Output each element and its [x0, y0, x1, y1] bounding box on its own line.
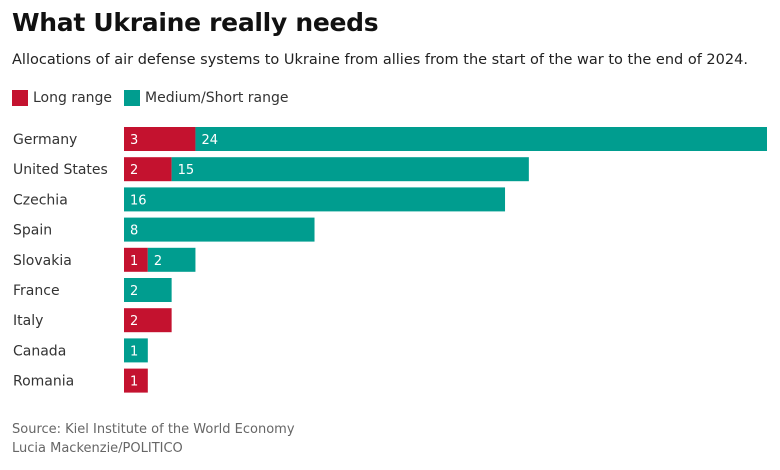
source-line: Source: Kiel Institute of the World Econ… — [12, 422, 295, 437]
bar-chart: Germany 3 24 United States 2 15 Czechia 16 Spain… — [13, 127, 767, 393]
category-label-slovakia: Slovakia — [13, 253, 72, 269]
legend-swatch-medium — [124, 90, 141, 106]
data-label-long-slovakia: 1 — [130, 254, 138, 269]
bar-medium-france — [124, 278, 172, 302]
bar-long-germany — [124, 127, 196, 151]
bar-medium-united-states — [171, 157, 529, 182]
legend: Long range Medium/Short range — [12, 90, 300, 106]
chart-title: What Ukraine really needs — [12, 8, 379, 37]
category-label-canada: Canada — [13, 343, 66, 359]
category-label-france: France — [13, 283, 60, 299]
data-label-medium-france: 2 — [130, 284, 138, 299]
data-label-medium-spain: 8 — [130, 224, 138, 239]
bar-medium-canada — [124, 338, 148, 363]
legend-item-long: Long range — [12, 90, 112, 106]
data-label-medium-canada: 1 — [130, 344, 138, 359]
source-note: Source: Kiel Institute of the World Econ… — [12, 420, 295, 458]
category-label-germany: Germany — [13, 132, 77, 148]
data-label-medium-slovakia: 2 — [154, 254, 162, 269]
category-label-italy: Italy — [13, 313, 43, 329]
bar-medium-czechia — [124, 187, 506, 212]
bar-medium-slovakia — [147, 247, 196, 272]
data-label-medium-united-states: 15 — [178, 163, 195, 178]
bar-medium-spain — [124, 217, 315, 242]
bar-medium-germany — [195, 127, 767, 151]
data-label-medium-czechia: 16 — [130, 193, 147, 208]
legend-item-medium: Medium/Short range — [124, 90, 288, 106]
data-label-medium-germany: 24 — [201, 133, 218, 148]
data-label-long-romania: 1 — [130, 375, 138, 390]
credit-line: Lucia Mackenzie/POLITICO — [12, 441, 183, 456]
legend-swatch-long — [12, 90, 28, 106]
category-label-spain: Spain — [13, 223, 52, 239]
bar-long-romania — [124, 368, 148, 393]
data-label-long-italy: 2 — [130, 314, 138, 329]
category-label-romania: Romania — [13, 374, 74, 390]
data-label-long-united-states: 2 — [130, 163, 138, 178]
category-label-czechia: Czechia — [13, 192, 68, 208]
bar-long-united-states — [124, 157, 172, 182]
legend-label-long: Long range — [33, 90, 113, 106]
bar-long-slovakia — [124, 247, 148, 272]
category-label-united-states: United States — [13, 162, 108, 178]
legend-label-medium: Medium/Short range — [145, 90, 289, 106]
bar-long-italy — [124, 308, 172, 333]
chart-subtitle: Allocations of air defense systems to Uk… — [12, 52, 748, 68]
data-label-long-germany: 3 — [130, 133, 138, 148]
